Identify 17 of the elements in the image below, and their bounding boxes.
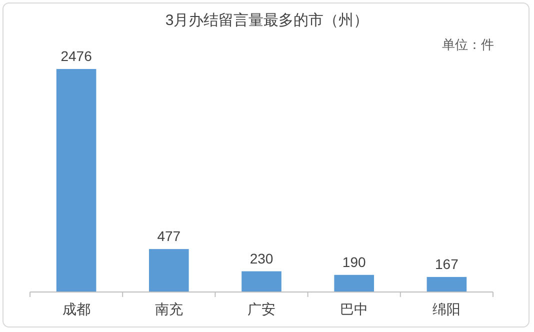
bar: [426, 276, 467, 292]
data-label: 2476: [60, 48, 92, 64]
x-tick-label: 南充: [154, 301, 183, 317]
x-tick-label: 绵阳: [432, 301, 461, 317]
data-label: 477: [157, 228, 181, 244]
x-tick-label: 成都: [62, 301, 90, 317]
text: 单位：件: [442, 37, 494, 52]
bar: [148, 249, 189, 292]
bar: [334, 274, 374, 292]
x-tick-label: 巴中: [340, 301, 368, 317]
x-tick-label: 广安: [248, 301, 276, 317]
bar: [56, 69, 96, 292]
data-label: 190: [342, 254, 366, 270]
bar: [242, 271, 282, 292]
data-label: 230: [250, 250, 274, 266]
data-label: 167: [435, 256, 459, 272]
chart-title: 3月办结留言量最多的市（州）: [165, 12, 369, 29]
